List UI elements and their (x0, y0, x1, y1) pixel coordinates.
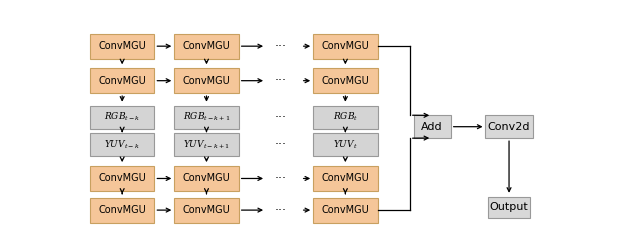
FancyBboxPatch shape (90, 106, 154, 129)
Text: ConvMGU: ConvMGU (321, 205, 369, 215)
FancyBboxPatch shape (90, 166, 154, 191)
FancyBboxPatch shape (174, 34, 239, 59)
FancyBboxPatch shape (90, 68, 154, 93)
Text: ConvMGU: ConvMGU (182, 205, 230, 215)
Text: $\mathit{YUV_{t-k+1}}$: $\mathit{YUV_{t-k+1}}$ (183, 139, 230, 151)
Text: ConvMGU: ConvMGU (182, 174, 230, 184)
FancyBboxPatch shape (174, 68, 239, 93)
Text: ···: ··· (275, 111, 287, 124)
Text: $\mathit{RGB_{t-k+1}}$: $\mathit{RGB_{t-k+1}}$ (182, 111, 230, 123)
Text: $\mathit{RGB_t}$: $\mathit{RGB_t}$ (333, 111, 358, 123)
Text: $\mathit{YUV_t}$: $\mathit{YUV_t}$ (333, 139, 358, 151)
FancyBboxPatch shape (174, 106, 239, 129)
FancyBboxPatch shape (313, 68, 378, 93)
Text: $\mathit{RGB_{t-k}}$: $\mathit{RGB_{t-k}}$ (104, 111, 140, 123)
Text: ConvMGU: ConvMGU (99, 41, 146, 51)
FancyBboxPatch shape (413, 115, 451, 138)
Text: ···: ··· (275, 204, 287, 217)
FancyBboxPatch shape (174, 198, 239, 223)
FancyBboxPatch shape (174, 166, 239, 191)
Text: ConvMGU: ConvMGU (321, 174, 369, 184)
Text: Output: Output (490, 202, 529, 212)
FancyBboxPatch shape (313, 34, 378, 59)
FancyBboxPatch shape (313, 133, 378, 156)
FancyBboxPatch shape (90, 198, 154, 223)
Text: ConvMGU: ConvMGU (99, 76, 146, 86)
Text: ···: ··· (275, 138, 287, 151)
FancyBboxPatch shape (313, 166, 378, 191)
Text: Conv2d: Conv2d (488, 122, 531, 132)
Text: ConvMGU: ConvMGU (182, 41, 230, 51)
FancyBboxPatch shape (90, 133, 154, 156)
Text: ConvMGU: ConvMGU (99, 205, 146, 215)
Text: ConvMGU: ConvMGU (321, 76, 369, 86)
Text: ConvMGU: ConvMGU (321, 41, 369, 51)
FancyBboxPatch shape (90, 34, 154, 59)
Text: ···: ··· (275, 40, 287, 53)
Text: Add: Add (421, 122, 443, 132)
Text: ConvMGU: ConvMGU (182, 76, 230, 86)
FancyBboxPatch shape (313, 106, 378, 129)
Text: ···: ··· (275, 172, 287, 185)
Text: $\mathit{YUV_{t-k}}$: $\mathit{YUV_{t-k}}$ (104, 139, 140, 151)
FancyBboxPatch shape (174, 133, 239, 156)
Text: ···: ··· (275, 74, 287, 87)
FancyBboxPatch shape (313, 198, 378, 223)
FancyBboxPatch shape (488, 197, 530, 218)
FancyBboxPatch shape (486, 115, 532, 138)
Text: ConvMGU: ConvMGU (99, 174, 146, 184)
